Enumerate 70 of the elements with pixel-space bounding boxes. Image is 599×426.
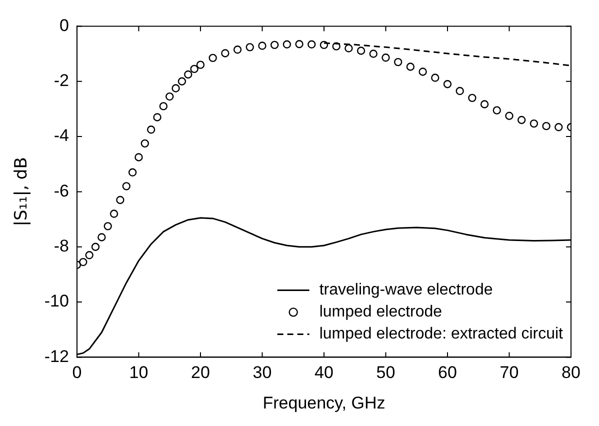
- point: [116, 196, 124, 204]
- point: [530, 119, 538, 128]
- y-axis-title: |S₁₁|, dB: [12, 157, 32, 226]
- point: [382, 54, 390, 62]
- point: [98, 233, 106, 242]
- y-tick-label: -2: [54, 71, 69, 90]
- point: [468, 94, 476, 102]
- point: [153, 113, 162, 122]
- legend-label: traveling-wave electrode: [319, 282, 493, 299]
- x-tick-label: 20: [191, 363, 210, 382]
- y-tick-label: -4: [54, 126, 69, 146]
- y-tick-label: -6: [54, 181, 69, 200]
- point: [172, 84, 180, 92]
- point: [208, 54, 217, 62]
- point: [104, 222, 112, 230]
- point: [134, 153, 143, 162]
- point: [443, 80, 452, 88]
- point: [85, 251, 94, 260]
- point: [492, 106, 501, 114]
- point: [166, 92, 174, 101]
- x-tick-label: 0: [72, 363, 82, 382]
- point: [178, 77, 186, 86]
- point: [505, 112, 514, 120]
- point: [146, 126, 156, 134]
- point: [128, 168, 137, 176]
- point: [369, 50, 378, 58]
- point: [140, 139, 149, 148]
- point: [456, 86, 464, 96]
- legend-label: lumped electrode: [319, 304, 442, 321]
- point: [517, 116, 526, 124]
- point: [394, 58, 402, 66]
- point: [542, 122, 550, 130]
- point: [356, 46, 366, 55]
- point: [270, 40, 279, 50]
- point: [431, 74, 440, 82]
- x-tick-label: 60: [438, 363, 457, 382]
- point: [184, 70, 192, 79]
- x-axis-title: Frequency, GHz: [262, 393, 386, 412]
- point: [190, 64, 198, 74]
- point: [246, 43, 254, 52]
- point: [554, 123, 563, 132]
- x-tick-label: 80: [562, 363, 580, 382]
- x-tick-label: 70: [500, 363, 519, 382]
- y-tick-label: -12: [44, 346, 69, 366]
- point: [110, 210, 118, 218]
- legend-label: lumped electrode: extracted circuit: [319, 326, 564, 343]
- point: [344, 44, 353, 52]
- y-tick-label: -10: [44, 292, 69, 311]
- point: [295, 40, 304, 48]
- x-tick-label: 10: [129, 363, 148, 382]
- point: [320, 40, 328, 50]
- y-tick-label: -8: [54, 236, 69, 256]
- point: [308, 40, 316, 49]
- point: [332, 42, 340, 50]
- point: [159, 102, 168, 110]
- point: [122, 182, 130, 190]
- point: [91, 242, 100, 251]
- point: [233, 46, 242, 54]
- point: [196, 60, 205, 69]
- point: [79, 258, 88, 266]
- x-tick-label: 40: [314, 363, 334, 382]
- point: [406, 62, 415, 71]
- point: [221, 49, 230, 58]
- point: [480, 100, 489, 108]
- y-tick-label: 0: [60, 16, 69, 35]
- point: [282, 40, 292, 49]
- x-tick-label: 50: [376, 363, 396, 382]
- x-tick-label: 30: [252, 363, 272, 382]
- point: [418, 68, 427, 76]
- point: [258, 42, 266, 50]
